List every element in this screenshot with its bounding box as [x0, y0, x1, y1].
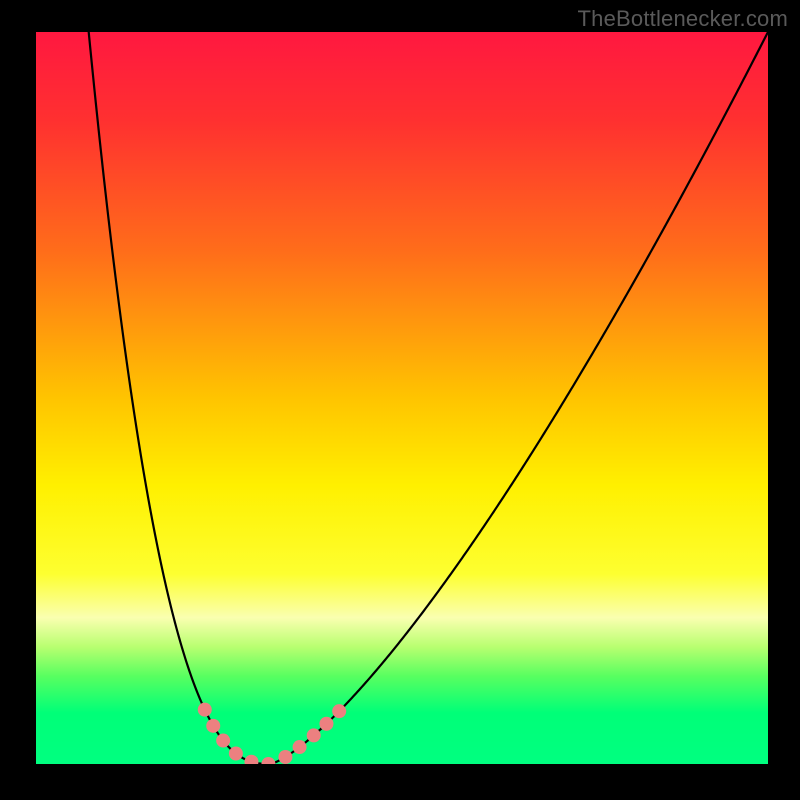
highlight-dot — [332, 704, 346, 718]
highlight-dot — [229, 747, 243, 761]
highlight-dot — [198, 703, 212, 717]
highlight-dot — [206, 719, 220, 733]
highlight-dot — [307, 728, 321, 742]
highlight-dot — [293, 740, 307, 754]
highlight-dot — [319, 717, 333, 731]
gradient-background — [36, 32, 768, 764]
chart-svg — [36, 32, 768, 764]
highlight-dot — [216, 734, 230, 748]
watermark-text: TheBottlenecker.com — [578, 6, 788, 32]
highlight-dot — [278, 750, 292, 764]
plot-area — [36, 32, 768, 764]
